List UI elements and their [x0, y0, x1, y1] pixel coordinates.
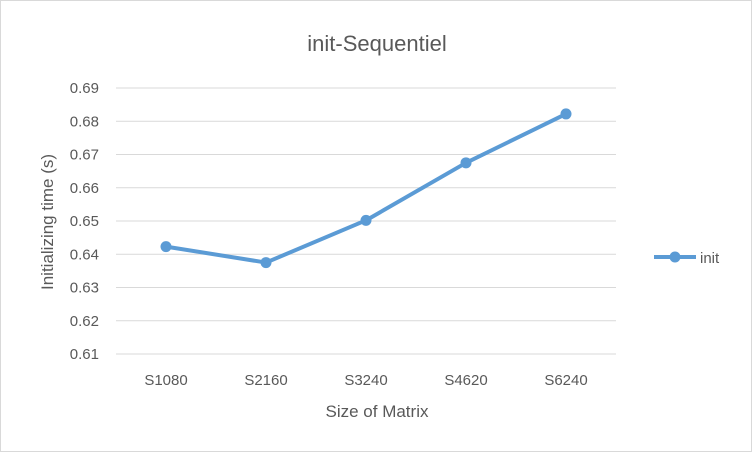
x-tick-label: S3240	[344, 372, 387, 389]
data-point	[560, 108, 572, 120]
y-axis-title: Initializing time (s)	[38, 154, 57, 290]
x-tick-label: S1080	[144, 372, 187, 389]
data-point	[260, 257, 272, 269]
x-tick-label: S2160	[244, 372, 287, 389]
series-lines	[160, 108, 572, 269]
data-point	[160, 241, 172, 253]
x-tick-label: S6240	[544, 372, 587, 389]
y-axis-ticks: 0.61 0.62 0.63 0.64 0.65 0.66 0.67 0.68 0.69	[70, 80, 99, 363]
y-tick-label: 0.66	[70, 180, 99, 197]
x-axis-ticks: S1080 S2160 S3240 S4620 S6240	[144, 372, 587, 389]
data-point	[460, 157, 472, 169]
chart-title: init-Sequentiel	[307, 31, 446, 56]
legend: init	[654, 250, 720, 267]
x-axis-title: Size of Matrix	[326, 402, 429, 421]
y-tick-label: 0.69	[70, 80, 99, 97]
y-tick-label: 0.63	[70, 280, 99, 297]
data-point	[360, 214, 372, 226]
legend-label: init	[700, 250, 720, 267]
y-tick-label: 0.61	[70, 346, 99, 363]
y-tick-label: 0.64	[70, 246, 99, 263]
y-tick-label: 0.67	[70, 147, 99, 164]
y-tick-label: 0.68	[70, 113, 99, 130]
x-tick-label: S4620	[444, 372, 487, 389]
y-tick-label: 0.65	[70, 213, 99, 230]
legend-marker	[669, 251, 681, 263]
y-tick-label: 0.62	[70, 313, 99, 330]
